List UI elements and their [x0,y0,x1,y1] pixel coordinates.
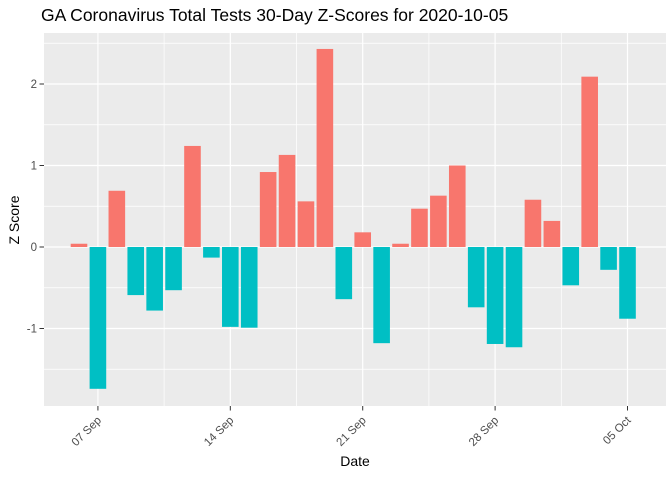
bar-2020-09-06 [70,243,88,247]
bar-2020-09-25 [430,195,447,247]
chart-title: GA Coronavirus Total Tests 30-Day Z-Scor… [41,5,509,25]
bars [70,48,636,389]
x-tick-labels: 07 Sep 14 Sep 21 Sep 28 Sep 05 Oct [70,414,634,449]
bar-2020-09-30 [524,199,542,247]
bar-2020-10-03 [581,76,598,247]
y-tick-label: 0 [31,242,37,254]
bar-2020-10-02 [562,247,580,286]
bar-2020-10-05 [619,247,636,319]
plot-panel [44,33,666,406]
y-tick-labels: -1 0 1 2 [27,79,37,336]
bar-2020-09-21 [354,232,372,247]
bar-2020-10-04 [600,247,617,270]
bar-2020-09-27 [467,247,485,308]
bar-2020-09-08 [108,190,126,247]
bar-2020-09-28 [486,247,504,344]
bar-2020-09-17 [278,154,296,247]
x-tick-label: 28 Sep [467,415,501,449]
bar-2020-09-26 [448,165,466,247]
x-tick-label: 07 Sep [70,415,104,449]
bar-2020-09-23 [392,243,409,247]
y-tick-label: 1 [31,161,37,173]
bar-2020-09-13 [203,247,220,258]
bar-2020-09-09 [127,247,145,296]
bar-2020-09-20 [335,247,353,300]
bar-2020-09-18 [297,201,315,247]
x-tick-label: 05 Oct [601,414,634,447]
x-tick-label: 21 Sep [335,415,369,449]
y-tick-label: -1 [27,324,37,336]
y-tick-label: 2 [31,79,37,91]
axis-tick-marks [39,83,629,411]
x-tick-label: 14 Sep [202,415,236,449]
bar-2020-09-15 [240,247,258,328]
bar-2020-09-22 [373,247,390,344]
bar-2020-09-19 [316,48,334,248]
bar-2020-09-12 [184,145,201,247]
x-axis-title: Date [340,453,370,469]
bar-2020-09-14 [222,247,239,327]
bar-2020-10-01 [543,220,561,247]
bar-2020-09-16 [259,172,277,247]
bar-2020-09-24 [411,208,428,247]
bar-2020-09-29 [505,247,523,348]
bar-2020-09-07 [89,247,107,389]
bar-2020-09-10 [146,247,163,311]
bar-2020-09-11 [165,247,182,291]
